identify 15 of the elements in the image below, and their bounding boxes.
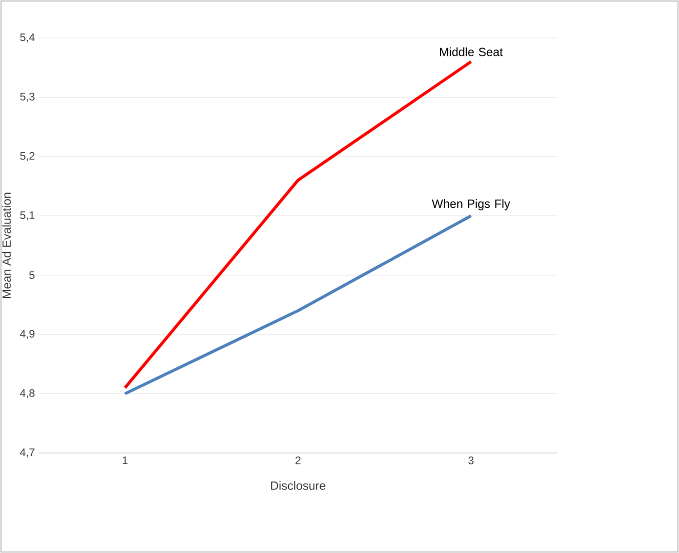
y-tick-label: 4,9 <box>20 330 34 339</box>
y-tick-label: 4,7 <box>20 448 34 458</box>
y-axis-title: Mean Ad Evaluation <box>2 192 11 298</box>
y-tick-label: 4,8 <box>20 389 35 398</box>
x-tick-label: 1 <box>122 456 128 464</box>
y-tick-label: 5 <box>29 271 35 279</box>
x-axis-title: Disclosure <box>271 481 326 490</box>
series-label: When Pigs Fly <box>432 199 510 210</box>
y-tick-label: 5,3 <box>20 92 35 102</box>
y-tick-label: 5,2 <box>20 152 34 162</box>
x-tick-label: 3 <box>468 456 474 464</box>
y-tick-label: 5,4 <box>20 34 35 42</box>
x-tick-label: 2 <box>296 456 301 464</box>
series-label: Middle Seat <box>440 47 503 56</box>
y-tick-label: 5,1 <box>20 211 34 220</box>
